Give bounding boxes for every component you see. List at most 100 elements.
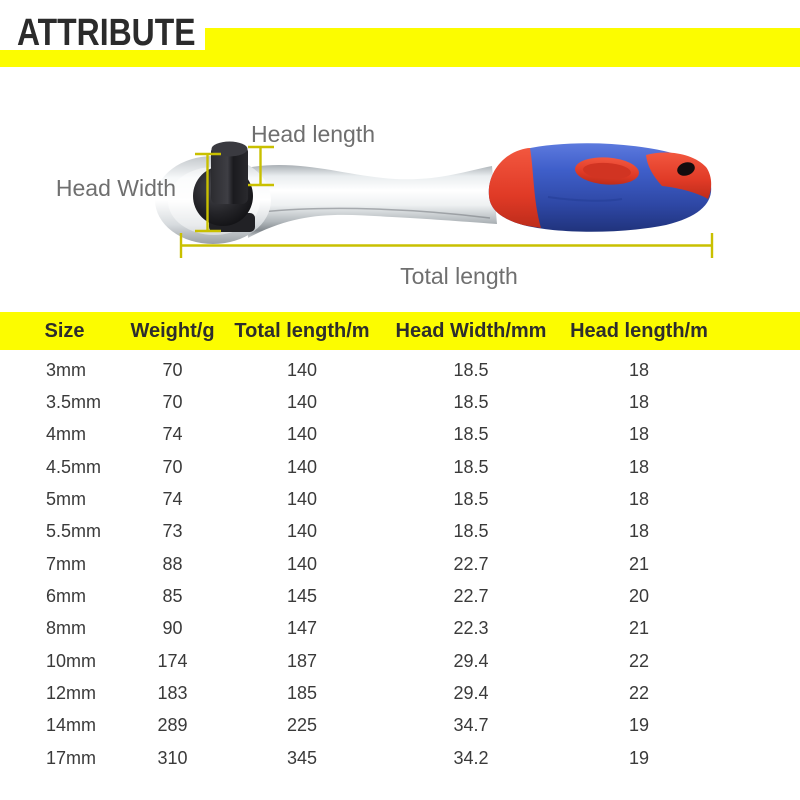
table-cell: 345: [286, 747, 318, 768]
wrench-illustration: Head length Head Width Total length: [56, 121, 714, 289]
head-width-dimension: [195, 152, 221, 233]
table-cell: 140: [286, 521, 318, 542]
table-cell: 18.5: [453, 489, 489, 510]
table-cell: 14mm: [46, 715, 97, 736]
column-header-size: Size: [44, 319, 85, 342]
table-cell: 12mm: [46, 683, 97, 704]
table-cell: 140: [286, 392, 318, 413]
table-cell: 10mm: [46, 650, 97, 671]
table-cell: 18: [628, 489, 650, 510]
product-diagram: Head length Head Width Total length: [0, 90, 800, 295]
table-cell: 70: [162, 359, 183, 380]
table-cell: 8mm: [46, 618, 86, 639]
header-yellow-strip: [0, 50, 800, 67]
table-cell: 225: [286, 715, 318, 736]
table-cell: 21: [628, 553, 650, 574]
column-header-weight: Weight/g: [130, 319, 215, 342]
table-cell: 34.2: [453, 747, 489, 768]
table-row: 17mm 310 345 34.2 19: [0, 742, 800, 774]
table-cell: 70: [162, 456, 183, 477]
table-cell: 7mm: [46, 553, 86, 574]
table-cell: 22.3: [453, 618, 489, 639]
table-cell: 29.4: [453, 650, 489, 671]
table-cell: 29.4: [453, 683, 489, 704]
table-cell: 3mm: [46, 359, 86, 380]
table-row: 3mm 70 140 18.5 18: [0, 354, 800, 386]
table-cell: 22: [628, 683, 650, 704]
column-header-head-length: Head length/m: [570, 319, 708, 342]
table-cell: 20: [628, 586, 650, 607]
table-cell: 140: [286, 456, 318, 477]
column-header-head-width: Head Width/mm: [395, 319, 547, 342]
table-row: 5mm 74 140 18.5 18: [0, 483, 800, 515]
table-cell: 310: [157, 747, 188, 768]
table-row: 6mm 85 145 22.7 20: [0, 580, 800, 612]
table-row: 4mm 74 140 18.5 18: [0, 419, 800, 451]
table-cell: 85: [162, 586, 183, 607]
table-cell: 21: [628, 618, 650, 639]
table-cell: 174: [157, 650, 188, 671]
table-cell: 6mm: [46, 586, 86, 607]
table-row: 14mm 289 225 34.7 19: [0, 710, 800, 742]
table-cell: 145: [286, 586, 318, 607]
page-title: ATTRIBUTE: [17, 12, 196, 54]
wrench-handle: [488, 143, 712, 232]
table-cell: 140: [286, 424, 318, 445]
dimension-lines: [179, 145, 714, 258]
table-cell: 185: [286, 683, 318, 704]
table-cell: 183: [157, 683, 188, 704]
table-row: 8mm 90 147 22.3 21: [0, 613, 800, 645]
table-cell: 18: [628, 359, 650, 380]
table-cell: 18.5: [453, 521, 489, 542]
head-width-label: Head Width: [56, 175, 176, 201]
table-cell: 18.5: [453, 424, 489, 445]
table-row: 4.5mm 70 140 18.5 18: [0, 451, 800, 483]
table-cell: 4mm: [46, 424, 86, 445]
total-length-dimension: [179, 233, 714, 258]
hanging-hole: [677, 162, 695, 176]
table-cell: 18.5: [453, 392, 489, 413]
table-cell: 74: [162, 489, 183, 510]
head-length-label: Head length: [251, 121, 375, 147]
table-row: 7mm 88 140 22.7 21: [0, 548, 800, 580]
column-header-total-length: Total length/m: [234, 319, 370, 342]
table-cell: 34.7: [453, 715, 489, 736]
spec-table-header: Size Weight/g Total length/m Head Width/…: [0, 312, 800, 350]
table-cell: 5.5mm: [46, 521, 102, 542]
table-cell: 18: [628, 521, 650, 542]
table-cell: 70: [162, 392, 183, 413]
table-cell: 22: [628, 650, 650, 671]
handle-end-red-cap: [646, 152, 712, 199]
table-cell: 140: [286, 553, 318, 574]
table-cell: 4.5mm: [46, 456, 102, 477]
table-cell: 17mm: [46, 747, 97, 768]
table-cell: 18: [628, 392, 650, 413]
table-cell: 90: [162, 618, 183, 639]
wrench-shaft: [245, 165, 497, 238]
table-cell: 3.5mm: [46, 392, 102, 413]
handle-red-thumb-pad: [575, 157, 639, 185]
table-cell: 18.5: [453, 359, 489, 380]
table-cell: 18: [628, 424, 650, 445]
table-cell: 73: [162, 521, 183, 542]
drive-square: [211, 141, 248, 204]
total-length-label: Total length: [400, 263, 518, 289]
table-cell: 18.5: [453, 456, 489, 477]
table-row: 3.5mm 70 140 18.5 18: [0, 386, 800, 418]
table-cell: 74: [162, 424, 183, 445]
table-cell: 22.7: [453, 586, 489, 607]
handle-front-red-grip: [488, 148, 541, 228]
table-cell: 19: [628, 715, 650, 736]
table-row: 5.5mm 73 140 18.5 18: [0, 516, 800, 548]
table-cell: 5mm: [46, 489, 86, 510]
head-length-dimension: [248, 145, 274, 187]
table-cell: 22.7: [453, 553, 489, 574]
table-row: 12mm 183 185 29.4 22: [0, 677, 800, 709]
table-cell: 19: [628, 747, 650, 768]
table-cell: 140: [286, 489, 318, 510]
table-cell: 289: [157, 715, 188, 736]
spec-table-body: 3mm 70 140 18.5 18 3.5mm 70 140 18.5 18 4mm 74 140 18…: [0, 354, 800, 774]
table-cell: 187: [286, 650, 318, 671]
table-cell: 140: [286, 359, 318, 380]
